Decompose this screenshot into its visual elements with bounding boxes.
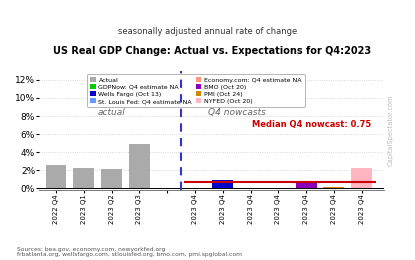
Title: US Real GDP Change: Actual vs. Expectations for Q4:2023: US Real GDP Change: Actual vs. Expectati… <box>53 46 371 56</box>
Bar <box>212 180 233 188</box>
Bar <box>46 165 66 188</box>
Text: Sources: bea.gov, economy.com, newyorkfed.org
frbatlanta.org, wellsfargo.com, st: Sources: bea.gov, economy.com, newyorkfe… <box>17 246 242 257</box>
Text: seasonally adjusted annual rate of change: seasonally adjusted annual rate of chang… <box>118 27 297 36</box>
Text: actual: actual <box>98 108 125 117</box>
Bar <box>351 167 372 188</box>
Text: Median Q4 nowcast: 0.75: Median Q4 nowcast: 0.75 <box>252 120 371 129</box>
Bar <box>101 169 122 188</box>
Legend: Actual, GDPNow: Q4 estimate NA, Wells Fargo (Oct 13), St. Louis Fed: Q4 estimate: Actual, GDPNow: Q4 estimate NA, Wells Fa… <box>87 74 305 107</box>
Bar <box>129 144 150 188</box>
Bar <box>295 183 317 188</box>
Text: Q4 nowcasts: Q4 nowcasts <box>208 108 266 117</box>
Bar <box>323 186 344 188</box>
Text: CapitalSpectator.com: CapitalSpectator.com <box>388 95 394 166</box>
Bar <box>73 167 94 188</box>
